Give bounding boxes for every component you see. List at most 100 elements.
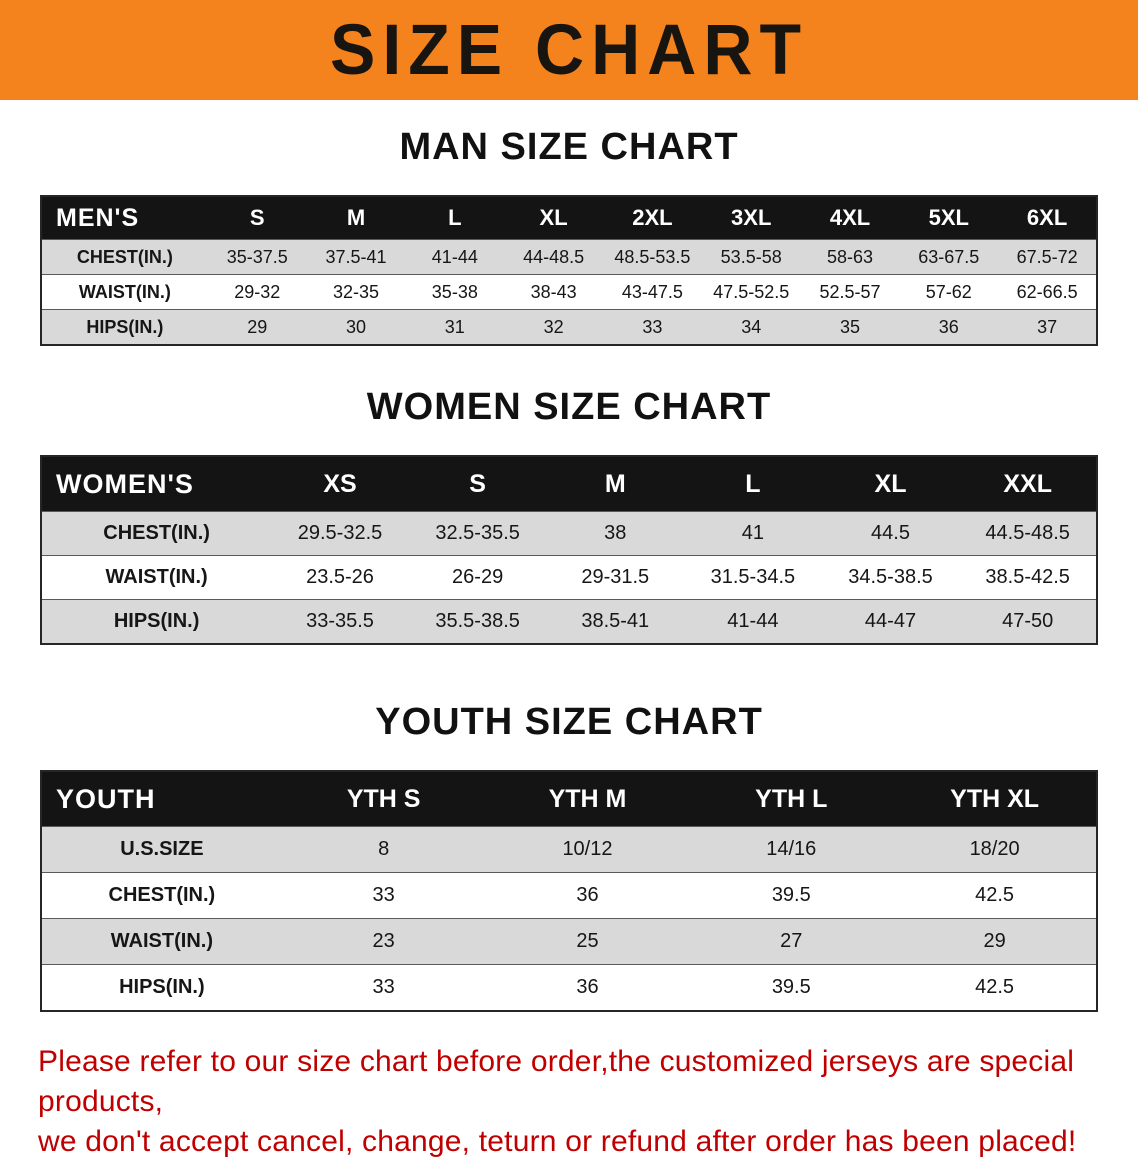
youth-section-heading: YOUTH SIZE CHART xyxy=(375,701,763,743)
size-value-cell: 44-48.5 xyxy=(504,239,604,275)
size-value-cell: 35-37.5 xyxy=(207,239,307,275)
size-header-cell: 4XL xyxy=(800,196,900,240)
row-label-cell: CHEST(IN.) xyxy=(41,872,282,919)
youth-size-section: YOUTH SIZE CHART YOUTH YTH S YTH M YTH L YTH… xyxy=(0,701,1138,1012)
size-value-cell: 29.5-32.5 xyxy=(271,511,409,556)
table-title-cell: WOMEN'S xyxy=(41,456,272,512)
size-value-cell: 33-35.5 xyxy=(271,599,409,645)
size-value-cell: 44.5-48.5 xyxy=(959,511,1097,556)
size-value-cell: 53.5-58 xyxy=(701,239,801,275)
row-label-cell: HIPS(IN.) xyxy=(41,599,272,645)
size-header-cell: YTH XL xyxy=(893,771,1097,827)
men-size-table: MEN'S S M L XL 2XL 3XL 4XL 5XL 6XL CHEST(IN.) 35-37… xyxy=(40,195,1098,346)
size-value-cell: 23.5-26 xyxy=(271,555,409,600)
size-value-cell: 32.5-35.5 xyxy=(408,511,547,556)
youth-size-table: YOUTH YTH S YTH M YTH L YTH XL U.S.SIZE 8 10/12… xyxy=(40,770,1098,1012)
size-value-cell: 37 xyxy=(998,309,1097,346)
size-header-cell: YTH S xyxy=(281,771,486,827)
size-value-cell: 18/20 xyxy=(893,826,1097,873)
size-value-cell: 35.5-38.5 xyxy=(408,599,547,645)
size-value-cell: 30 xyxy=(306,309,406,346)
size-value-cell: 63-67.5 xyxy=(899,239,999,275)
size-value-cell: 33 xyxy=(603,309,702,346)
table-row: CHEST(IN.) 29.5-32.5 32.5-35.5 38 41 44.5 44.5… xyxy=(41,511,1097,556)
size-value-cell: 23 xyxy=(281,918,486,965)
size-value-cell: 52.5-57 xyxy=(800,274,900,310)
size-header-cell: YTH L xyxy=(689,771,894,827)
row-label-cell: HIPS(IN.) xyxy=(41,964,282,1012)
size-value-cell: 26-29 xyxy=(408,555,547,600)
size-value-cell: 36 xyxy=(485,964,690,1012)
size-value-cell: 41-44 xyxy=(684,599,822,645)
size-value-cell: 57-62 xyxy=(899,274,999,310)
table-title-cell: YOUTH xyxy=(41,771,282,827)
row-label-cell: WAIST(IN.) xyxy=(41,918,282,965)
size-value-cell: 39.5 xyxy=(689,964,894,1012)
size-header-cell: L xyxy=(405,196,505,240)
women-size-section: WOMEN SIZE CHART WOMEN'S XS S M L XL XXL CHEST(… xyxy=(0,386,1138,645)
footer-note: Please refer to our size chart before or… xyxy=(38,1042,1100,1162)
size-value-cell: 34.5-38.5 xyxy=(821,555,960,600)
table-row: WAIST(IN.) 23 25 27 29 xyxy=(41,918,1097,965)
size-header-cell: M xyxy=(306,196,406,240)
size-value-cell: 29-31.5 xyxy=(546,555,685,600)
women-section-heading: WOMEN SIZE CHART xyxy=(366,386,772,428)
size-value-cell: 29-32 xyxy=(207,274,307,310)
size-header-cell: 5XL xyxy=(899,196,999,240)
size-value-cell: 37.5-41 xyxy=(306,239,406,275)
table-row: HIPS(IN.) 29 30 31 32 33 34 35 36 37 xyxy=(41,309,1097,346)
size-header-cell: XL xyxy=(821,456,960,512)
size-value-cell: 67.5-72 xyxy=(998,239,1097,275)
table-header-row: WOMEN'S XS S M L XL XXL xyxy=(41,456,1097,512)
size-value-cell: 25 xyxy=(485,918,690,965)
size-value-cell: 27 xyxy=(689,918,894,965)
size-value-cell: 48.5-53.5 xyxy=(603,239,702,275)
size-value-cell: 41 xyxy=(684,511,822,556)
row-label-cell: CHEST(IN.) xyxy=(41,239,208,275)
size-value-cell: 39.5 xyxy=(689,872,894,919)
size-header-cell: 2XL xyxy=(603,196,702,240)
footer-line-2: we don't accept cancel, change, teturn o… xyxy=(38,1124,1077,1158)
size-value-cell: 29 xyxy=(207,309,307,346)
row-label-cell: WAIST(IN.) xyxy=(41,555,272,600)
size-value-cell: 14/16 xyxy=(689,826,894,873)
size-value-cell: 38-43 xyxy=(504,274,604,310)
size-value-cell: 47-50 xyxy=(959,599,1097,645)
size-value-cell: 32-35 xyxy=(306,274,406,310)
table-row: HIPS(IN.) 33-35.5 35.5-38.5 38.5-41 41-44 44-… xyxy=(41,599,1097,645)
size-value-cell: 44.5 xyxy=(821,511,960,556)
row-label-cell: HIPS(IN.) xyxy=(41,309,208,346)
size-value-cell: 8 xyxy=(281,826,486,873)
size-header-cell: YTH M xyxy=(485,771,690,827)
size-header-cell: XXL xyxy=(959,456,1097,512)
table-row: U.S.SIZE 8 10/12 14/16 18/20 xyxy=(41,826,1097,873)
size-value-cell: 35 xyxy=(800,309,900,346)
size-header-cell: S xyxy=(408,456,547,512)
table-header-row: MEN'S S M L XL 2XL 3XL 4XL 5XL 6XL xyxy=(41,196,1097,240)
size-value-cell: 36 xyxy=(485,872,690,919)
size-value-cell: 38.5-42.5 xyxy=(959,555,1097,600)
size-header-cell: S xyxy=(207,196,307,240)
size-header-cell: 3XL xyxy=(701,196,801,240)
table-row: CHEST(IN.) 35-37.5 37.5-41 41-44 44-48.5 48.5… xyxy=(41,239,1097,275)
size-value-cell: 33 xyxy=(281,964,486,1012)
size-header-cell: M xyxy=(546,456,685,512)
size-value-cell: 42.5 xyxy=(893,872,1097,919)
size-value-cell: 36 xyxy=(899,309,999,346)
size-value-cell: 44-47 xyxy=(821,599,960,645)
banner-title: SIZE CHART xyxy=(330,10,808,90)
size-value-cell: 47.5-52.5 xyxy=(701,274,801,310)
size-value-cell: 33 xyxy=(281,872,486,919)
size-value-cell: 42.5 xyxy=(893,964,1097,1012)
row-label-cell: CHEST(IN.) xyxy=(41,511,272,556)
size-value-cell: 32 xyxy=(504,309,604,346)
size-value-cell: 34 xyxy=(701,309,801,346)
size-header-cell: L xyxy=(684,456,822,512)
men-section-heading: MAN SIZE CHART xyxy=(399,126,739,168)
size-header-cell: XL xyxy=(504,196,604,240)
size-chart-banner: SIZE CHART xyxy=(0,0,1138,100)
size-value-cell: 38.5-41 xyxy=(546,599,685,645)
size-value-cell: 38 xyxy=(546,511,685,556)
footer-line-1: Please refer to our size chart before or… xyxy=(38,1045,1075,1118)
row-label-cell: U.S.SIZE xyxy=(41,826,282,873)
